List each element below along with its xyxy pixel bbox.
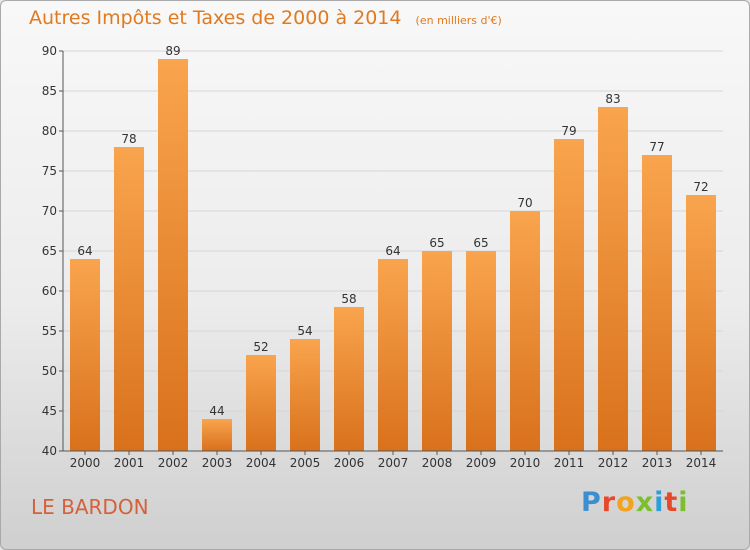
- bar: [246, 355, 276, 451]
- bar: [466, 251, 496, 451]
- proxiti-logo[interactable]: Proxiti: [581, 487, 689, 518]
- x-tick-label: 2005: [290, 456, 321, 470]
- bar: [642, 155, 672, 451]
- x-tick-label: 2002: [158, 456, 189, 470]
- logo-letter: x: [635, 487, 655, 518]
- y-tick-label: 55: [42, 324, 57, 338]
- x-tick-label: 2004: [246, 456, 277, 470]
- bar-value-label: 83: [605, 92, 620, 106]
- bar-value-label: 72: [693, 180, 708, 194]
- bar-value-label: 65: [429, 236, 444, 250]
- y-tick-label: 75: [42, 164, 57, 178]
- bar-value-label: 64: [385, 244, 400, 258]
- bar-value-label: 78: [121, 132, 136, 146]
- bar: [290, 339, 320, 451]
- x-tick-label: 2001: [114, 456, 145, 470]
- bar-value-label: 89: [165, 44, 180, 58]
- bar-value-label: 52: [253, 340, 268, 354]
- x-tick-label: 2008: [422, 456, 453, 470]
- x-tick-label: 2011: [554, 456, 585, 470]
- bar: [378, 259, 408, 451]
- chart-title-text: Autres Impôts et Taxes de 2000 à 2014: [29, 7, 402, 29]
- axes: [59, 50, 723, 455]
- commune-name: LE BARDON: [31, 495, 149, 519]
- bar-value-label: 77: [649, 140, 664, 154]
- x-tick-label: 2013: [642, 456, 673, 470]
- bar-value-label: 79: [561, 124, 576, 138]
- logo-letter: P: [581, 487, 602, 518]
- bar: [422, 251, 452, 451]
- x-tick-label: 2003: [202, 456, 233, 470]
- bar: [158, 59, 188, 451]
- chart-title: Autres Impôts et Taxes de 2000 à 2014 (e…: [29, 7, 502, 29]
- logo-letter: i: [654, 487, 665, 518]
- y-tick-label: 70: [42, 204, 57, 218]
- logo-letter: o: [616, 487, 636, 518]
- y-tick-label: 65: [42, 244, 57, 258]
- chart-unit-label: (en milliers d'€): [415, 14, 502, 27]
- y-tick-label: 80: [42, 124, 57, 138]
- labels: 40 45 50 55 60 65 70 75 80 85 90 64 2000 78 2001 89 2002…: [42, 44, 717, 470]
- y-tick-label: 45: [42, 404, 57, 418]
- y-tick-label: 60: [42, 284, 57, 298]
- bar: [114, 147, 144, 451]
- bar-value-label: 58: [341, 292, 356, 306]
- bar-value-label: 65: [473, 236, 488, 250]
- y-tick-label: 40: [42, 444, 57, 458]
- y-tick-label: 50: [42, 364, 57, 378]
- x-tick-label: 2010: [510, 456, 541, 470]
- bar: [70, 259, 100, 451]
- bar: [686, 195, 716, 451]
- bar-value-label: 44: [209, 404, 224, 418]
- bar-value-label: 54: [297, 324, 312, 338]
- bar: [202, 419, 232, 451]
- bar-value-label: 70: [517, 196, 532, 210]
- bar: [334, 307, 364, 451]
- bars: [70, 59, 716, 451]
- y-tick-label: 85: [42, 84, 57, 98]
- bar-value-label: 64: [77, 244, 92, 258]
- x-tick-label: 2006: [334, 456, 365, 470]
- y-tick-label: 90: [42, 44, 57, 58]
- logo-letter: t: [664, 487, 679, 518]
- x-tick-label: 2014: [686, 456, 717, 470]
- bar: [554, 139, 584, 451]
- x-tick-label: 2000: [70, 456, 101, 470]
- logo-letter: r: [601, 487, 617, 518]
- bar: [510, 211, 540, 451]
- x-tick-label: 2007: [378, 456, 409, 470]
- bar: [598, 107, 628, 451]
- x-tick-label: 2012: [598, 456, 629, 470]
- logo-letter: i: [678, 487, 689, 518]
- x-tick-label: 2009: [466, 456, 497, 470]
